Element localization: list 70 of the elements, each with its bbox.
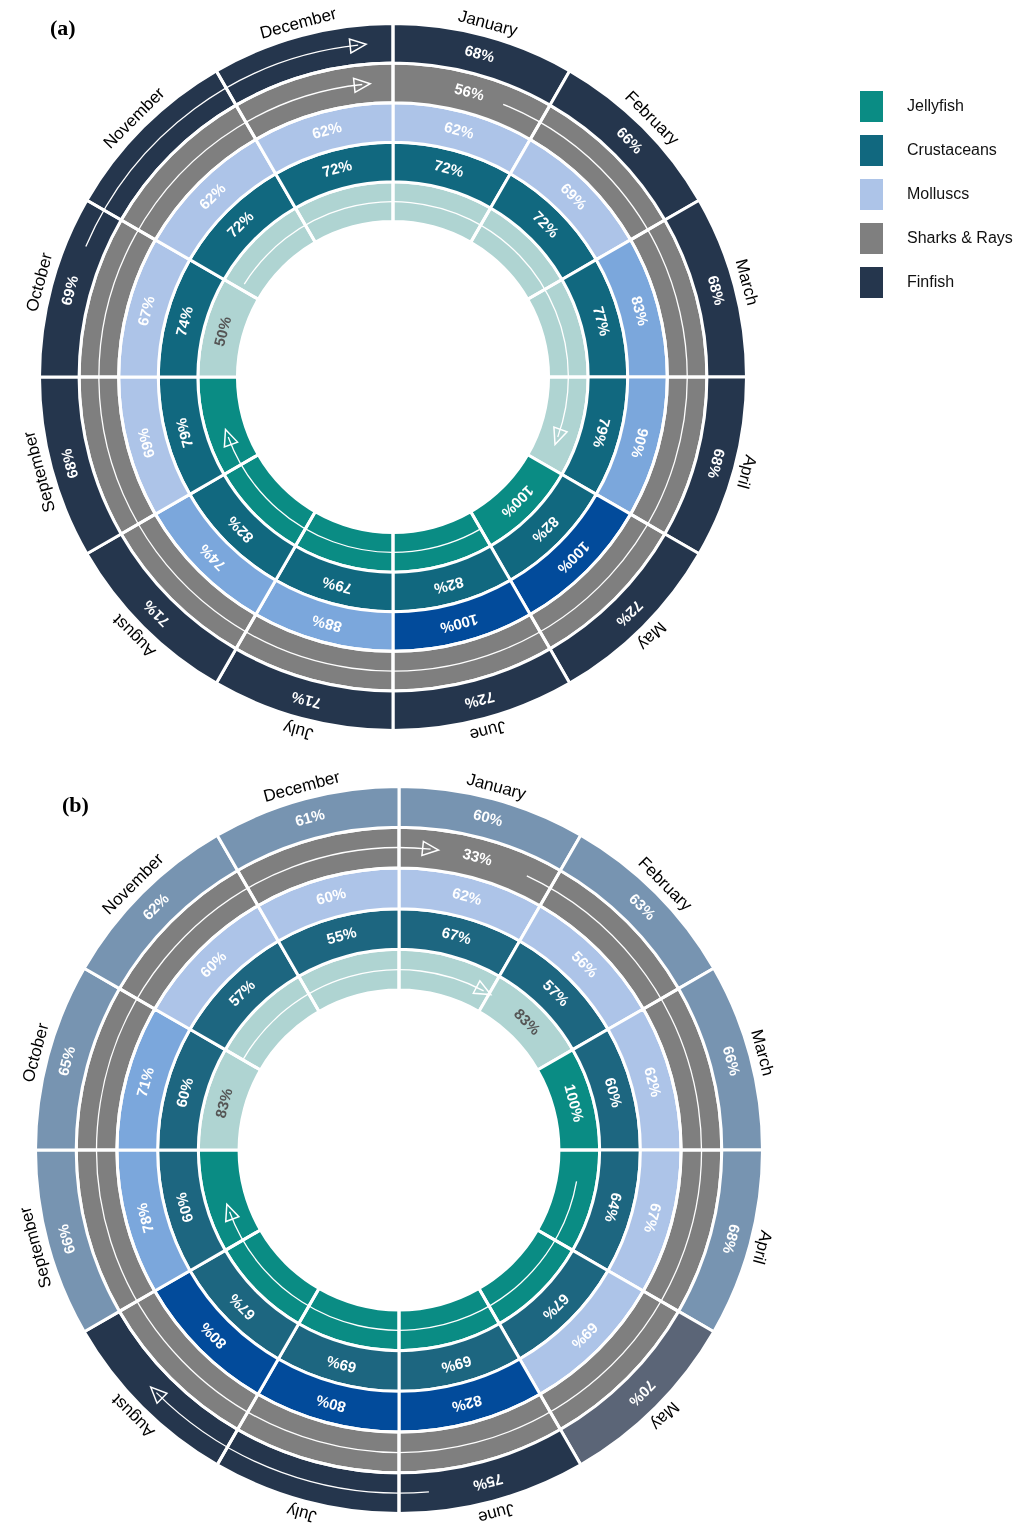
data-label: 79%	[589, 416, 615, 450]
data-label: 74%	[171, 304, 197, 338]
category-label: October	[18, 1020, 53, 1085]
data-label: 72%	[463, 688, 497, 713]
data-label: 66%	[54, 1222, 79, 1256]
legend-label: Finfish	[907, 273, 955, 291]
category-label: March	[731, 256, 763, 308]
data-label: 71%	[132, 1065, 157, 1099]
data-label: 60%	[172, 1075, 197, 1110]
data-label: 61%	[293, 805, 327, 830]
legend-label: Jellyfish	[907, 97, 964, 115]
text: (a)	[50, 15, 76, 41]
text: (b)	[62, 792, 89, 818]
data-label: 82%	[450, 1392, 484, 1417]
data-label: 82%	[432, 573, 466, 599]
data-label: 69%	[57, 273, 82, 307]
data-label: 50%	[210, 314, 235, 348]
data-label: 83%	[628, 294, 653, 328]
data-label: 82%	[529, 513, 563, 547]
data-label: 72%	[320, 155, 354, 181]
data-label: 90%	[628, 426, 653, 460]
data-label: 83%	[211, 1086, 236, 1120]
data-label: 68%	[719, 1222, 744, 1256]
legend-label: Crustaceans	[907, 141, 997, 159]
category-label: April	[748, 1228, 777, 1267]
category-label: October	[22, 250, 57, 314]
category-label: April	[733, 452, 761, 491]
data-label: 69%	[324, 1352, 359, 1377]
category-label: July	[280, 717, 316, 744]
data-label: 62%	[450, 883, 484, 908]
data-label: 80%	[314, 1392, 348, 1417]
data-label: 60%	[172, 1190, 197, 1225]
data-label: 33%	[460, 844, 495, 869]
data-label: 65%	[54, 1044, 79, 1078]
category-label: June	[476, 1499, 517, 1526]
category-label: January	[456, 6, 520, 41]
data-label: 67%	[133, 294, 158, 328]
legend-label: Sharks & Rays	[907, 229, 1013, 247]
category-label: June	[467, 716, 509, 745]
data-label: 79%	[320, 573, 354, 599]
data-label: 68%	[57, 447, 82, 481]
data-label: 100%	[438, 610, 480, 638]
data-label: 78%	[132, 1201, 157, 1235]
legend-label: Molluscs	[907, 185, 970, 203]
data-label: 68%	[704, 447, 729, 481]
category-label: July	[284, 1500, 319, 1526]
data-label: 62%	[442, 117, 476, 142]
data-label: 75%	[471, 1470, 505, 1495]
data-label: 88%	[310, 612, 344, 637]
category-label: March	[747, 1027, 778, 1078]
data-label: 62%	[641, 1065, 666, 1099]
data-label: 60%	[601, 1075, 626, 1110]
data-label: 69%	[133, 426, 158, 460]
data-label: 69%	[439, 1352, 474, 1377]
data-label: 71%	[289, 688, 323, 713]
data-label: 64%	[601, 1190, 626, 1225]
data-label: 79%	[171, 416, 197, 450]
data-label: 56%	[452, 79, 487, 104]
data-label: 68%	[704, 273, 729, 307]
data-label: 66%	[719, 1044, 744, 1078]
data-label: 60%	[471, 805, 505, 830]
data-label: 60%	[314, 883, 348, 908]
data-label: 77%	[589, 304, 615, 338]
data-label: 100%	[561, 1082, 588, 1124]
data-label: 67%	[439, 923, 474, 948]
data-label: 72%	[432, 155, 466, 181]
data-label: 62%	[310, 117, 344, 142]
data-label: 67%	[641, 1201, 666, 1235]
data-label: 68%	[463, 41, 497, 66]
data-label: 55%	[324, 923, 359, 948]
